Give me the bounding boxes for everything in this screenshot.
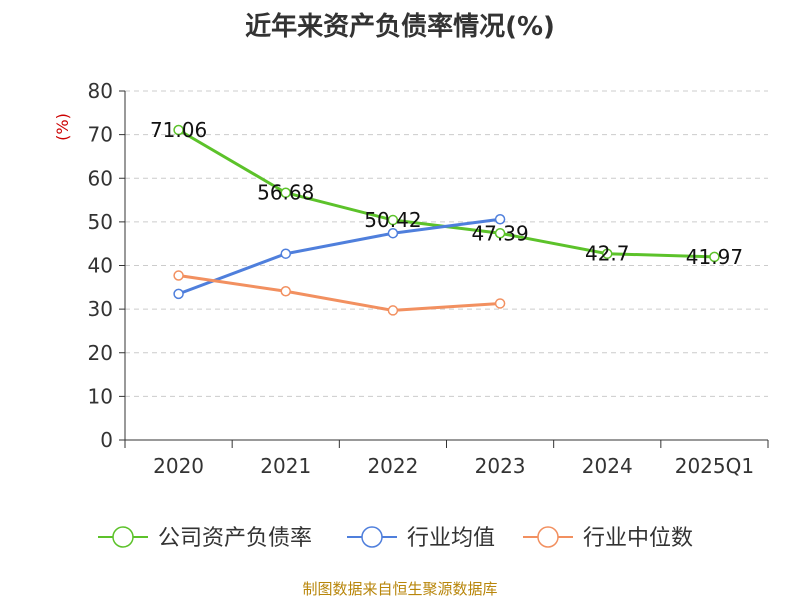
data-label: 71.06 [150,118,207,142]
legend-label: 公司资产负债率 [158,526,312,551]
series-line-2 [178,274,501,312]
data-point [387,305,399,316]
series-line-1 [178,217,501,296]
data-point [602,248,613,259]
legend-item: 行业中位数 [523,526,693,551]
data-label: 41.97 [686,245,743,269]
data-point [387,227,399,239]
x-tick-label: 2025Q1 [675,454,754,478]
y-tick-label: 80 [88,79,113,103]
y-tick-label: 70 [88,123,113,147]
data-point [173,270,184,281]
data-label: 56.68 [257,181,314,205]
y-tick-label: 50 [88,210,113,234]
legend-label: 行业均值 [407,526,495,551]
data-point [280,187,291,198]
axis-layer: 0 10 20 30 40 50 60 70 80 2020 2021 2022 2023 2024 202… [53,79,769,478]
y-tick-label: 20 [88,341,113,365]
y-tick-label: 60 [88,166,113,190]
x-tick-label: 2022 [367,454,418,478]
grid-layer [125,90,768,397]
y-tick-label: 0 [100,428,113,452]
y-tick-label: 10 [88,384,113,408]
data-point [494,298,506,309]
data-point [280,248,291,259]
chart-title: 近年来资产负债率情况(%) [245,12,555,42]
data-point [387,214,399,226]
data-label: 47.39 [471,221,528,245]
legend-item: 行业均值 [347,526,495,551]
data-label: 42.7 [585,242,630,266]
data-point [280,285,291,297]
y-axis-label: (%) [53,113,72,141]
legend-swatch-marker [361,526,383,548]
y-tick-label: 40 [88,254,113,278]
data-point [709,251,720,263]
data-point [173,288,184,300]
data-point [494,228,506,239]
x-tick-label: 2020 [153,454,204,478]
series-layer [173,124,720,316]
legend-swatch-marker [537,526,559,548]
data-point [173,124,184,136]
legend-item: 公司资产负债率 [98,526,312,551]
legend-swatch-marker [112,526,134,548]
legend-label: 行业中位数 [583,526,693,551]
x-tick-label: 2024 [582,454,633,478]
y-tick-label: 30 [88,297,113,321]
x-tick-label: 2023 [475,454,526,478]
data-label: 50.42 [364,208,421,232]
data-label-layer: 71.06 56.68 50.42 47.39 42.7 41.97 [150,118,743,269]
data-point [494,214,506,225]
legend: 公司资产负债率 行业均值 行业中位数 [98,526,693,551]
x-tick-label: 2021 [260,454,311,478]
footer-source-note: 制图数据来自恒生聚源数据库 [302,580,498,598]
